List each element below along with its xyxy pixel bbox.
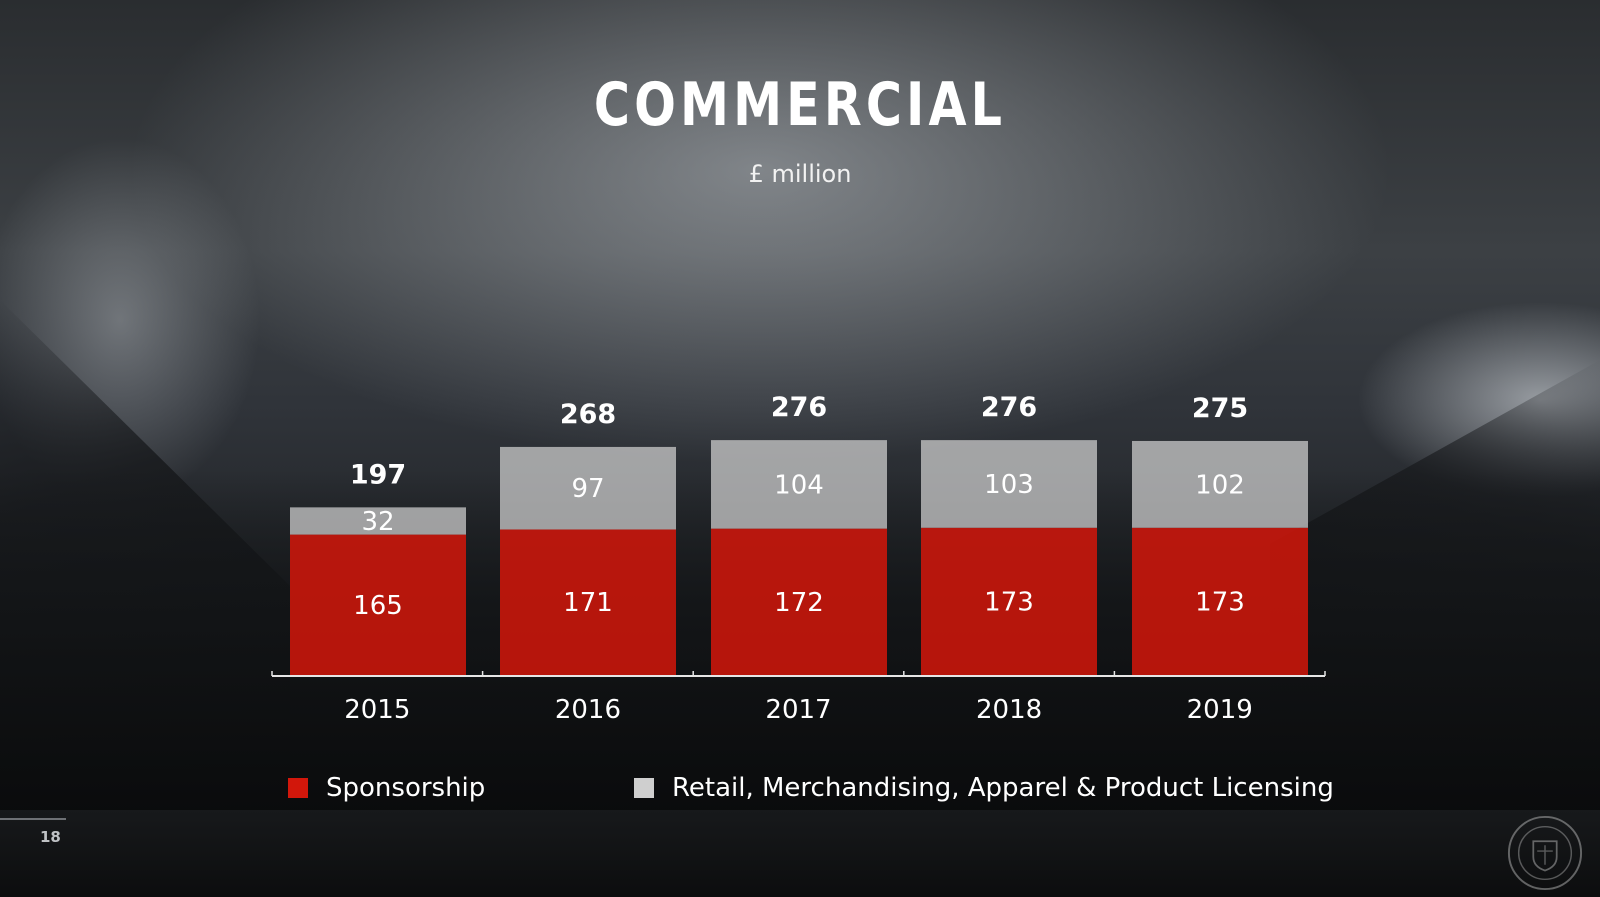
bar-sponsorship-2015	[290, 534, 466, 675]
data-label-retail-2017: 104	[774, 470, 824, 500]
x-tick-label-2015: 2015	[344, 695, 410, 725]
data-label-retail-2019: 102	[1195, 470, 1245, 500]
page-subtitle: £ million	[748, 160, 852, 188]
legend-item-sponsorship: Sponsorship	[288, 772, 485, 804]
data-label-retail-2018: 103	[984, 470, 1034, 500]
stadium-pitch	[0, 810, 1600, 897]
data-label-sponsorship-2017: 172	[774, 588, 824, 618]
data-label-total-2017: 276	[771, 392, 827, 423]
data-label-sponsorship-2015: 165	[353, 591, 403, 621]
x-tick-label-2017: 2017	[765, 695, 831, 725]
data-label-sponsorship-2016: 171	[563, 588, 613, 618]
page-title: COMMERCIAL	[593, 70, 1007, 140]
bar-sponsorship-2019	[1132, 527, 1308, 675]
data-label-sponsorship-2018: 173	[984, 587, 1034, 617]
x-tick-label-2018: 2018	[976, 695, 1042, 725]
legend-item-retail: Retail, Merchandising, Apparel & Product…	[634, 772, 1334, 804]
legend-swatch-retail	[634, 778, 654, 798]
legend-swatch-sponsorship	[288, 778, 308, 798]
bar-retail-2018	[921, 440, 1097, 528]
data-label-total-2016: 268	[560, 399, 616, 430]
bar-retail-2015	[290, 507, 466, 535]
data-label-retail-2015: 32	[361, 507, 394, 537]
bar-sponsorship-2017	[711, 528, 887, 675]
data-label-total-2018: 276	[981, 392, 1037, 423]
manchester-united-crest-icon	[1507, 815, 1583, 891]
data-label-retail-2016: 97	[571, 474, 604, 504]
legend-label-sponsorship: Sponsorship	[326, 773, 486, 803]
page-number: 18	[40, 828, 61, 846]
bar-sponsorship-2018	[921, 527, 1097, 675]
data-label-sponsorship-2019: 173	[1195, 587, 1245, 617]
bar-retail-2016	[500, 446, 676, 530]
data-label-total-2015: 197	[350, 459, 406, 490]
x-tick-label-2016: 2016	[555, 695, 621, 725]
data-label-total-2019: 275	[1192, 393, 1248, 424]
legend-label-retail: Retail, Merchandising, Apparel & Product…	[672, 773, 1334, 803]
x-tick-label-2019: 2019	[1187, 695, 1253, 725]
bar-retail-2017	[711, 440, 887, 529]
page-number-rule	[0, 818, 66, 820]
bar-sponsorship-2016	[500, 529, 676, 675]
bar-retail-2019	[1132, 440, 1308, 528]
